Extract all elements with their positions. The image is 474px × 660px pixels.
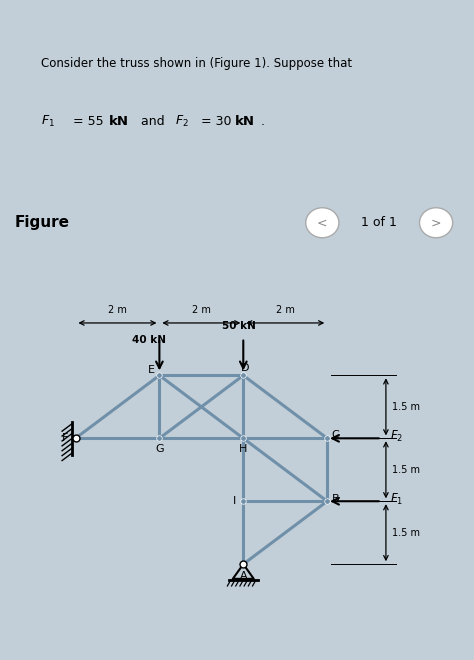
Text: H: H [239,444,247,454]
Text: 2 m: 2 m [276,306,295,315]
Text: 1.5 m: 1.5 m [392,528,420,538]
Text: kN: kN [109,115,129,128]
Text: I: I [232,496,236,506]
Text: $\it{F}_2$: $\it{F}_2$ [175,114,189,129]
Text: C: C [332,430,339,440]
Circle shape [419,208,453,238]
Text: <: < [317,216,328,229]
Text: and: and [137,115,168,128]
Text: kN: kN [235,115,255,128]
Text: = 30: = 30 [201,115,235,128]
Text: F: F [62,434,68,444]
Text: 2 m: 2 m [108,306,127,315]
Text: $\mathit{F}_2$: $\mathit{F}_2$ [390,428,403,444]
Text: D: D [241,363,250,373]
Text: B: B [332,494,339,504]
Text: Consider the truss shown in (Figure 1). Suppose that: Consider the truss shown in (Figure 1). … [41,57,352,70]
Text: .: . [261,115,264,128]
Text: 1 of 1: 1 of 1 [361,216,397,229]
Text: = 55: = 55 [73,115,108,128]
Text: 40 kN: 40 kN [132,335,166,345]
Text: 1.5 m: 1.5 m [392,402,420,412]
Text: E: E [147,366,155,376]
Text: A: A [239,571,247,581]
Text: 50 kN: 50 kN [222,321,256,331]
Text: Figure: Figure [14,215,69,230]
Text: 2 m: 2 m [192,306,211,315]
Circle shape [306,208,339,238]
Text: >: > [431,216,441,229]
Text: $\mathit{F}_1$: $\mathit{F}_1$ [390,492,403,507]
Text: $\it{F}_1$: $\it{F}_1$ [41,114,55,129]
Text: G: G [155,444,164,454]
Text: 1.5 m: 1.5 m [392,465,420,475]
